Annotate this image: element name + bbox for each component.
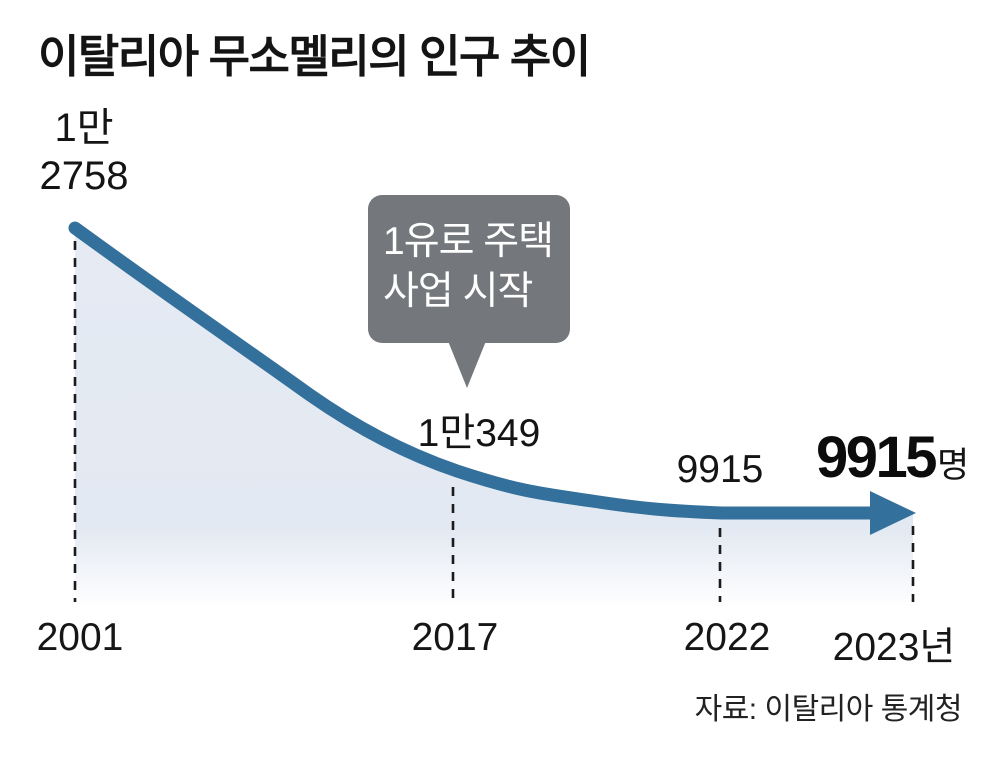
value-label-2022: 9915 (676, 448, 764, 491)
callout-bubble: 1유로 주택 사업 시작 (368, 195, 570, 343)
value-label-2023: 9915명 (816, 424, 969, 491)
value-label-2001: 1만 2758 (16, 104, 152, 200)
value-label-2001-line1: 1만 (54, 106, 114, 150)
callout-line1: 1유로 주택 (383, 220, 554, 263)
callout-tail-icon (448, 341, 486, 388)
arrow-head-icon (870, 491, 916, 535)
page-title: 이탈리아 무소멜리의 인구 추이 (38, 31, 591, 82)
x-tick-2022: 2022 (683, 616, 771, 659)
x-tick-2023: 2023년 (832, 626, 956, 669)
x-tick-2001: 2001 (36, 616, 124, 659)
value-label-2001-line2: 2758 (39, 154, 129, 198)
trend-line (68, 221, 881, 520)
x-tick-2017: 2017 (411, 616, 499, 659)
callout-line2: 사업 시작 (383, 270, 533, 313)
source-credit: 자료: 이탈리아 통계청 (694, 693, 963, 726)
value-label-2023-number: 9915 (816, 425, 938, 490)
value-label-2017: 1만349 (417, 412, 541, 455)
value-label-2023-unit: 명 (937, 446, 970, 485)
